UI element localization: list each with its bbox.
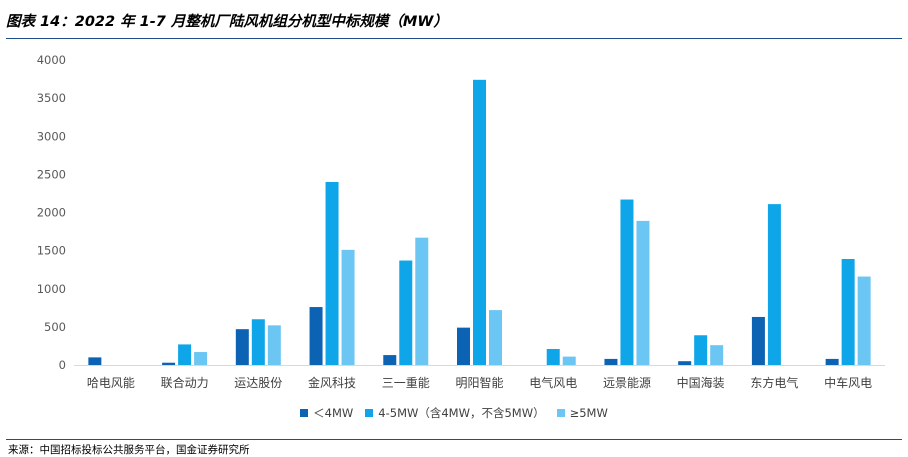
- bar: [678, 361, 692, 365]
- category-label: 远景能源: [603, 376, 651, 390]
- legend-label: 4-5MW（含4MW，不含5MW）: [378, 406, 545, 420]
- y-tick-label: 3500: [37, 91, 66, 105]
- legend-swatch: [365, 409, 374, 417]
- bar: [562, 356, 576, 365]
- category-label: 金风科技: [308, 375, 356, 390]
- legend-item: ≥5MW: [556, 406, 608, 420]
- y-tick-label: 500: [44, 320, 66, 334]
- category-label: 电气风电: [529, 375, 577, 390]
- category-label: 哈电风能: [87, 376, 135, 390]
- bar: [88, 357, 102, 365]
- bar: [473, 79, 486, 365]
- bar: [162, 362, 176, 365]
- bar: [489, 310, 502, 365]
- legend-item: ＜4MW: [300, 405, 353, 421]
- legend-label: ＜4MW: [313, 406, 354, 420]
- bar: [825, 358, 839, 365]
- bar: [620, 199, 634, 365]
- bar: [399, 260, 413, 365]
- y-tick-label: 4000: [37, 53, 66, 67]
- legend-item: 4-5MW（含4MW，不含5MW）: [365, 405, 545, 421]
- source-note: 来源：中国招标投标公共服务平台，国金证券研究所: [8, 444, 250, 456]
- bar: [710, 345, 724, 365]
- category-label: 联合动力: [161, 375, 209, 390]
- bar: [194, 352, 208, 365]
- legend-swatch: [556, 409, 565, 417]
- category-label: 东方电气: [750, 375, 798, 390]
- chart-legend: ＜4MW 4-5MW（含4MW，不含5MW） ≥5MW: [0, 405, 908, 421]
- bar: [178, 344, 192, 365]
- category-label: 三一重能: [382, 376, 430, 390]
- bar: [604, 358, 618, 365]
- bar: [383, 355, 397, 365]
- bar: [325, 182, 339, 365]
- bar: [309, 307, 323, 365]
- category-label: 中车风电: [824, 375, 872, 390]
- title-divider: [6, 38, 902, 39]
- y-tick-label: 2000: [37, 206, 66, 220]
- bar-chart: 0 500 1000 1500 2000 2500 3000 3500 4000 哈电风能 联合动力…: [37, 53, 885, 390]
- y-tick-label: 3000: [37, 129, 66, 143]
- bar: [457, 327, 470, 365]
- source-divider: [6, 439, 902, 440]
- y-tick-label: 1000: [37, 282, 66, 296]
- category-label: 中国海装: [677, 375, 725, 390]
- bar: [767, 204, 781, 365]
- y-tick-label: 2500: [37, 167, 66, 181]
- bar: [251, 319, 265, 365]
- bar: [546, 348, 560, 365]
- bar: [694, 335, 708, 365]
- legend-swatch: [300, 409, 309, 417]
- y-tick-label: 1500: [37, 244, 66, 258]
- category-label: 运达股份: [234, 376, 282, 390]
- category-label: 明阳智能: [455, 375, 503, 390]
- bar: [857, 276, 871, 365]
- bar: [415, 237, 429, 365]
- bar: [267, 325, 281, 365]
- bar: [235, 329, 249, 365]
- bar: [841, 259, 855, 365]
- legend-label: ≥5MW: [569, 406, 608, 420]
- figure-title: 图表 14：2022 年 1-7 月整机厂陆风机组分机型中标规模（MW）: [6, 14, 448, 30]
- bar: [636, 220, 650, 365]
- bar: [751, 316, 765, 365]
- bar: [341, 249, 355, 365]
- y-tick-label: 0: [59, 358, 66, 372]
